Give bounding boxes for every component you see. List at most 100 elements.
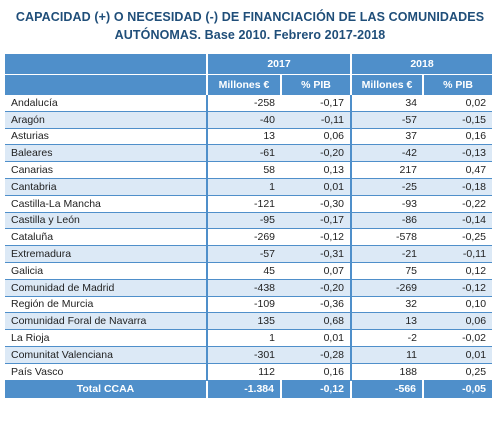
- cell-pib-2018: -0,22: [423, 195, 493, 213]
- region-name: País Vasco: [5, 363, 207, 381]
- total-pib-2017: -0,12: [279, 380, 352, 398]
- year-header-2017: 2017: [205, 54, 352, 75]
- cell-pib-2017: 0,01: [281, 178, 352, 196]
- cell-pib-2017: -0,36: [281, 296, 352, 314]
- cell-millones-2017: 1: [206, 178, 281, 196]
- subheader-row: Millones € % PIB Millones € % PIB: [5, 74, 493, 95]
- cell-millones-2017: -40: [206, 111, 281, 129]
- col-header-pib-2017: % PIB: [279, 74, 352, 95]
- col-header-millones-2018: Millones €: [350, 74, 424, 95]
- table-row: Extremadura -57 -0,31 -21 -0,11: [5, 245, 493, 263]
- region-name: Comunidad de Madrid: [5, 279, 207, 297]
- cell-pib-2017: -0,17: [281, 95, 352, 112]
- table-row: Aragón -40 -0,11 -57 -0,15: [5, 111, 493, 129]
- cell-millones-2018: 34: [350, 95, 424, 112]
- corner-cell: [5, 54, 207, 75]
- cell-pib-2017: 0,13: [281, 161, 352, 179]
- cell-pib-2018: 0,01: [423, 346, 493, 364]
- cell-pib-2017: -0,20: [281, 144, 352, 163]
- cell-pib-2018: -0,18: [423, 178, 493, 196]
- title-line-1: CAPACIDAD (+) O NECESIDAD (-) DE FINANCI…: [15, 10, 485, 24]
- cell-millones-2018: 11: [350, 346, 424, 364]
- region-name: Cataluña: [5, 228, 207, 247]
- table-row: Cantabria 1 0,01 -25 -0,18: [5, 178, 493, 196]
- cell-millones-2017: -57: [206, 245, 281, 263]
- cell-millones-2017: 112: [206, 363, 281, 381]
- cell-millones-2018: 217: [350, 161, 424, 179]
- cell-pib-2017: -0,28: [281, 346, 352, 364]
- cell-pib-2017: -0,30: [281, 195, 352, 213]
- region-name: Comunidad Foral de Navarra: [5, 312, 207, 331]
- cell-pib-2017: -0,11: [281, 111, 352, 129]
- cell-pib-2018: 0,12: [423, 262, 493, 280]
- total-millones-2018: -566: [350, 380, 424, 398]
- cell-pib-2018: -0,14: [423, 212, 493, 230]
- cell-pib-2018: 0,10: [423, 296, 493, 314]
- region-name: Galicia: [5, 262, 207, 280]
- cell-pib-2018: -0,15: [423, 111, 493, 129]
- cell-millones-2017: -95: [206, 212, 281, 230]
- cell-millones-2018: -57: [350, 111, 424, 129]
- cell-millones-2017: 58: [206, 161, 281, 179]
- col-header-millones-2017: Millones €: [206, 74, 281, 95]
- cell-pib-2018: 0,25: [423, 363, 493, 381]
- cell-pib-2018: 0,47: [423, 161, 493, 179]
- table-row: Comunidad Foral de Navarra 135 0,68 13 0,06: [5, 312, 493, 331]
- cell-pib-2017: -0,12: [281, 228, 352, 247]
- cell-millones-2018: -21: [350, 245, 424, 263]
- corner-cell-sub: [5, 74, 207, 95]
- cell-millones-2018: -25: [350, 178, 424, 196]
- table-row: Asturias 13 0,06 37 0,16: [5, 128, 493, 146]
- cell-millones-2018: 32: [350, 296, 424, 314]
- total-millones-2017: -1.384: [206, 380, 281, 398]
- region-name: Cantabria: [5, 178, 207, 196]
- total-pib-2018: -0,05: [422, 380, 493, 398]
- region-name: Comunitat Valenciana: [5, 346, 207, 364]
- cell-pib-2018: -0,02: [423, 329, 493, 347]
- table-row: Comunitat Valenciana -301 -0,28 11 0,01: [5, 346, 493, 364]
- cell-pib-2017: 0,07: [281, 262, 352, 280]
- cell-pib-2018: -0,25: [423, 228, 493, 247]
- cell-millones-2017: -121: [206, 195, 281, 213]
- region-name: Canarias: [5, 161, 207, 179]
- cell-pib-2018: 0,16: [423, 128, 493, 146]
- region-name: Asturias: [5, 128, 207, 146]
- cell-pib-2017: -0,31: [281, 245, 352, 263]
- table-row: Castilla-La Mancha -121 -0,30 -93 -0,22: [5, 195, 493, 213]
- table-row: La Rioja 1 0,01 -2 -0,02: [5, 329, 493, 347]
- cell-pib-2017: 0,68: [281, 312, 352, 331]
- cell-pib-2018: -0,12: [423, 279, 493, 297]
- financing-table: 2017 2018 Millones € % PIB Millones € % …: [5, 54, 493, 398]
- cell-pib-2017: -0,17: [281, 212, 352, 230]
- cell-pib-2018: 0,06: [423, 312, 493, 331]
- cell-millones-2017: -438: [206, 279, 281, 297]
- col-header-pib-2018: % PIB: [422, 74, 493, 95]
- cell-millones-2017: 135: [206, 312, 281, 331]
- title-line-2: AUTÓNOMAS. Base 2010. Febrero 2017-2018: [114, 28, 386, 42]
- region-name: La Rioja: [5, 329, 207, 347]
- table-row: Castilla y León -95 -0,17 -86 -0,14: [5, 212, 493, 230]
- cell-millones-2018: -42: [350, 144, 424, 163]
- cell-pib-2018: -0,13: [423, 144, 493, 163]
- cell-millones-2017: 45: [206, 262, 281, 280]
- table-row: Baleares -61 -0,20 -42 -0,13: [5, 144, 493, 163]
- cell-millones-2018: -269: [350, 279, 424, 297]
- table-row: Cataluña -269 -0,12 -578 -0,25: [5, 228, 493, 247]
- cell-millones-2017: -301: [206, 346, 281, 364]
- region-name: Castilla-La Mancha: [5, 195, 207, 213]
- cell-millones-2017: -269: [206, 228, 281, 247]
- cell-pib-2018: -0,11: [423, 245, 493, 263]
- cell-millones-2017: 1: [206, 329, 281, 347]
- total-label: Total CCAA: [5, 380, 207, 398]
- cell-millones-2017: 13: [206, 128, 281, 146]
- cell-millones-2018: 75: [350, 262, 424, 280]
- region-name: Castilla y León: [5, 212, 207, 230]
- total-row: Total CCAA -1.384 -0,12 -566 -0,05: [5, 380, 493, 398]
- table-row: Comunidad de Madrid -438 -0,20 -269 -0,12: [5, 279, 493, 297]
- cell-millones-2018: -93: [350, 195, 424, 213]
- cell-millones-2017: -109: [206, 296, 281, 314]
- region-name: Región de Murcia: [5, 296, 207, 314]
- table-body: Andalucía -258 -0,17 34 0,02 Aragón -40 -0,11 -5…: [5, 95, 493, 398]
- year-header-2018: 2018: [350, 54, 493, 75]
- cell-millones-2018: -2: [350, 329, 424, 347]
